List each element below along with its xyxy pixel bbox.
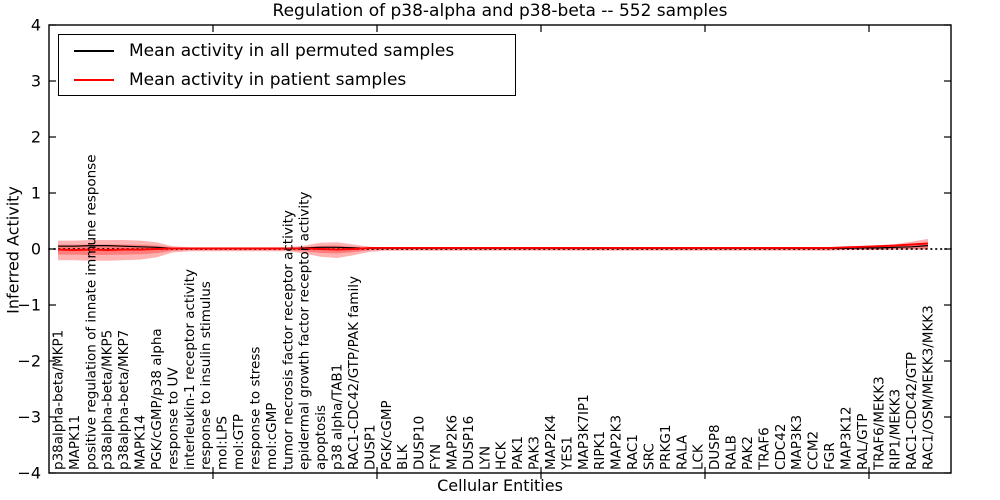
x-tick-label: response to insulin stimulus <box>198 281 214 470</box>
x-tick-label: RAC1-CDC42/GTP/PAK family <box>346 276 362 470</box>
confidence-band-inner <box>58 244 928 255</box>
x-tick-label: DUSP10 <box>412 416 428 470</box>
x-tick-label: apoptosis <box>313 405 329 470</box>
x-tick-label: MAP3K3 <box>789 415 805 470</box>
x-tick-label: p38 alpha/TAB1 <box>330 364 346 470</box>
x-tick-label: p38alpha-beta/MKP7 <box>116 330 132 470</box>
x-tick-label: MAPK14 <box>133 415 149 470</box>
confidence-band-outer <box>58 238 928 261</box>
x-tick-label: MAP3K7IP1 <box>576 394 592 470</box>
permuted-line-sample-icon <box>74 49 114 52</box>
x-tick-label: TRAF6 <box>756 427 772 471</box>
x-tick-label: LYN <box>477 446 493 470</box>
patient-line-sample-icon <box>74 78 114 81</box>
x-tick-label: positive regulation of innate immune res… <box>83 154 99 470</box>
x-tick-label: CCM2 <box>806 431 822 470</box>
x-tick-label: TRAF6/MEKK3 <box>871 376 887 471</box>
x-tick-label: mol:GTP <box>231 414 247 470</box>
x-tick-label: RALB <box>724 435 740 470</box>
legend-entry-patient: Mean activity in patient samples <box>74 70 515 90</box>
x-tick-label: PAK3 <box>527 436 543 470</box>
x-tick-label: mol:cGMP <box>264 403 280 470</box>
x-tick-label: RAC1/OSM/MEKK3/MKK3 <box>920 305 936 470</box>
y-tick-label: 1 <box>31 184 41 203</box>
x-tick-label: MAP2K3 <box>609 415 625 470</box>
x-tick-label: epidermal growth factor receptor activit… <box>297 192 313 470</box>
x-tick-label: CDC42 <box>773 424 789 470</box>
x-tick-label: PGK/cGMP <box>379 400 395 470</box>
x-tick-label: p38alpha-beta/MKP5 <box>100 330 116 470</box>
legend-label-permuted: Mean activity in all permuted samples <box>129 40 455 61</box>
x-tick-label: DUSP8 <box>707 424 723 470</box>
y-tick-label: −1 <box>17 296 41 315</box>
legend: Mean activity in all permuted samples Me… <box>58 34 516 96</box>
x-tick-label: mol:LPS <box>215 416 231 470</box>
x-tick-label: RIP1/MEKK3 <box>888 389 904 470</box>
x-tick-label: FGR <box>822 442 838 470</box>
y-axis-label: Inferred Activity <box>3 186 23 314</box>
x-tick-label: RAL/GTP <box>855 413 871 470</box>
x-tick-label: DUSP16 <box>461 416 477 470</box>
y-tick-label: 0 <box>31 240 41 259</box>
y-tick-label: 2 <box>31 128 41 147</box>
x-tick-label: MAPK11 <box>67 415 83 470</box>
x-tick-label: BLK <box>395 443 411 470</box>
y-tick-label: 4 <box>31 16 41 35</box>
x-axis-label: Cellular Entities <box>437 476 563 495</box>
y-tick-label: −4 <box>17 464 41 483</box>
legend-label-patient: Mean activity in patient samples <box>129 69 407 90</box>
y-tick-label: 3 <box>31 72 41 91</box>
x-tick-label: SRC <box>641 443 657 470</box>
x-tick-label: HCK <box>494 440 510 470</box>
x-tick-label: LCK <box>691 443 707 470</box>
x-tick-label: PGK/cGMP/p38 alpha <box>149 328 165 470</box>
x-tick-label: MAP2K6 <box>444 415 460 470</box>
x-tick-label: DUSP1 <box>362 424 378 470</box>
x-tick-label: RIPK1 <box>592 431 608 470</box>
chart-title: Regulation of p38-alpha and p38-beta -- … <box>272 1 728 21</box>
x-tick-label: RAC1 <box>625 434 641 470</box>
x-tick-label: p38alpha-beta/MKP1 <box>51 330 67 470</box>
x-tick-label: FYN <box>428 444 444 470</box>
patient-mean-line <box>57 242 929 252</box>
x-tick-label: PRKG1 <box>658 425 674 470</box>
x-tick-label: YES1 <box>559 436 575 471</box>
legend-entry-permuted: Mean activity in all permuted samples <box>74 41 515 61</box>
x-tick-label: PAK2 <box>740 436 756 470</box>
x-tick-label: MAP3K12 <box>838 406 854 470</box>
y-tick-label: −2 <box>17 352 41 371</box>
x-tick-label: interleukin-1 receptor activity <box>182 269 198 470</box>
x-tick-label: RALA <box>674 434 690 470</box>
x-tick-label: MAP2K4 <box>543 415 559 470</box>
y-tick-label: −3 <box>17 408 41 427</box>
x-tick-label: PAK1 <box>510 436 526 470</box>
x-tick-label: RAC1-CDC42/GTP <box>904 352 920 470</box>
x-tick-label: tumor necrosis factor receptor activity <box>280 210 296 470</box>
x-tick-label: response to UV <box>165 367 181 470</box>
x-tick-label: response to stress <box>247 347 263 470</box>
